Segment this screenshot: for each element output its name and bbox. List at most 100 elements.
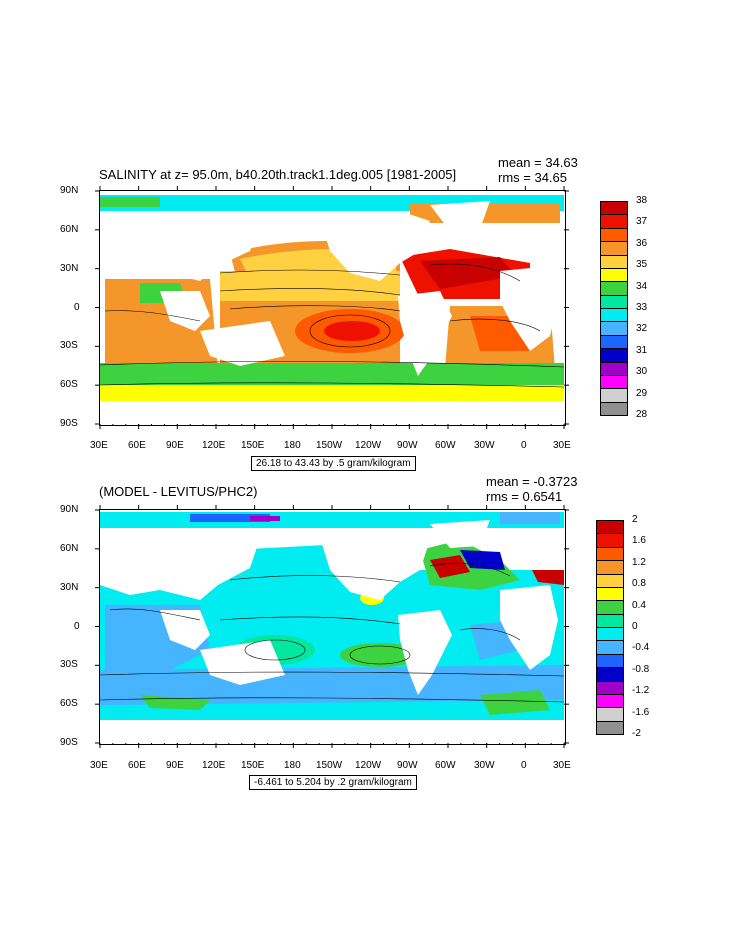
colorbar-swatch bbox=[596, 560, 624, 575]
panel2-map-frame bbox=[99, 509, 566, 745]
colorbar-swatch bbox=[596, 640, 624, 655]
colorbar-label: 37 bbox=[636, 216, 648, 228]
colorbar-swatch bbox=[596, 520, 624, 535]
panel1-map bbox=[100, 191, 564, 424]
colorbar-label: 38 bbox=[636, 195, 648, 206]
panel1-map-frame bbox=[99, 190, 566, 426]
colorbar-swatch bbox=[600, 348, 628, 363]
panel2-contour-info: -6.461 to 5.204 by .2 gram/kilogram bbox=[249, 775, 417, 790]
colorbar-label: 36 bbox=[636, 237, 648, 249]
panel2-lon-label: 120E bbox=[202, 760, 226, 771]
colorbar-swatch bbox=[596, 707, 624, 722]
colorbar-label: 29 bbox=[636, 387, 648, 399]
colorbar-swatch bbox=[600, 321, 628, 336]
panel2-lon-label: 30W bbox=[474, 760, 495, 771]
colorbar-swatch bbox=[596, 627, 624, 642]
colorbar-swatch bbox=[596, 693, 624, 709]
colorbar-label: 34 bbox=[636, 280, 648, 292]
colorbar-swatch bbox=[596, 720, 624, 735]
panel2-colorbar bbox=[596, 520, 624, 735]
colorbar-label: -1.6 bbox=[632, 706, 650, 718]
colorbar-swatch bbox=[596, 680, 624, 695]
colorbar-swatch bbox=[600, 241, 628, 256]
colorbar-swatch bbox=[600, 281, 628, 296]
panel2-colorbar-labels: 2 1.6 1.2 0.8 0.4 0 -0.4 -0.8 -1.2 -1.6 -2 bbox=[632, 514, 662, 739]
panel1-lon-label: 150E bbox=[241, 440, 265, 451]
panel1-lon-label: 30E bbox=[553, 440, 571, 451]
panel2-lon-label: 150E bbox=[241, 760, 265, 771]
colorbar-swatch bbox=[596, 573, 624, 588]
colorbar-label: 31 bbox=[636, 344, 648, 356]
panel2-lon-label: 180 bbox=[284, 760, 301, 771]
panel2-lon-label: 60W bbox=[435, 760, 456, 771]
colorbar-swatch bbox=[600, 334, 628, 350]
panel1-salinity-field bbox=[100, 191, 564, 424]
panel1-lon-label: 150W bbox=[316, 440, 343, 451]
panel2-lat-label: 90N bbox=[60, 504, 79, 515]
panel2-lat-label: 90S bbox=[60, 737, 78, 748]
colorbar-swatch bbox=[600, 267, 628, 283]
panel1-lat-label: 60S bbox=[60, 379, 78, 390]
panel2-lat-label: 60S bbox=[60, 698, 78, 709]
panel2-lon-label: 90W bbox=[397, 760, 418, 771]
colorbar-label: -0.8 bbox=[632, 663, 650, 675]
colorbar-label: -1.2 bbox=[632, 685, 650, 697]
panel2-lat-label: 0 bbox=[74, 621, 80, 632]
panel1-lon-label: 30E bbox=[90, 440, 108, 451]
panel1-title: SALINITY at z= 95.0m, b40.20th.track1.1d… bbox=[99, 167, 457, 182]
panel2-title: (MODEL - LEVITUS/PHC2) bbox=[99, 484, 258, 499]
colorbar-swatch bbox=[596, 533, 624, 548]
panel2-map bbox=[100, 510, 564, 743]
panel2-mean: mean = -0.3723 bbox=[486, 474, 578, 489]
colorbar-swatch bbox=[600, 308, 628, 323]
panel1-lon-label: 30W bbox=[474, 440, 495, 451]
panel1-lon-label: 0 bbox=[521, 440, 527, 451]
panel1-contour-info: 26.18 to 43.43 by .5 gram/kilogram bbox=[251, 456, 416, 471]
panel1-rms: rms = 34.65 bbox=[498, 170, 568, 185]
colorbar-label: 0.8 bbox=[632, 578, 646, 590]
panel2-lon-label: 90E bbox=[166, 760, 184, 771]
panel1-lat-label: 90N bbox=[60, 185, 79, 196]
panel2-lon-label: 150W bbox=[316, 760, 343, 771]
panel1-lon-label: 60W bbox=[435, 440, 456, 451]
colorbar-swatch bbox=[600, 254, 628, 269]
colorbar-swatch bbox=[596, 546, 624, 562]
panel1-lon-label: 120W bbox=[355, 440, 382, 451]
colorbar-label: -0.4 bbox=[632, 642, 650, 654]
panel1-colorbar-labels: 38 37 36 35 34 33 32 31 30 29 28 bbox=[636, 195, 666, 420]
colorbar-swatch bbox=[596, 600, 624, 615]
panel2-difference-field bbox=[100, 510, 564, 743]
colorbar-label: 32 bbox=[636, 323, 648, 335]
colorbar-swatch bbox=[596, 586, 624, 602]
colorbar-swatch bbox=[600, 201, 628, 216]
panel2-rms: rms = 0.6541 bbox=[486, 489, 563, 504]
colorbar-swatch bbox=[600, 388, 628, 403]
panel1-lon-label: 120E bbox=[202, 440, 226, 451]
panel1-lon-label: 90E bbox=[166, 440, 184, 451]
panel1-lat-label: 30S bbox=[60, 340, 78, 351]
colorbar-label: -2 bbox=[632, 728, 641, 739]
colorbar-swatch bbox=[600, 214, 628, 229]
panel1-lon-label: 180 bbox=[284, 440, 301, 451]
panel1-lat-label: 30N bbox=[60, 263, 79, 274]
panel1-lon-label: 60E bbox=[128, 440, 146, 451]
colorbar-swatch bbox=[596, 613, 624, 628]
colorbar-label: 33 bbox=[636, 302, 648, 313]
panel2-lon-label: 0 bbox=[521, 760, 527, 771]
colorbar-label: 0.4 bbox=[632, 599, 646, 611]
colorbar-swatch bbox=[596, 667, 624, 682]
colorbar-swatch bbox=[600, 361, 628, 376]
panel2-lon-label: 30E bbox=[553, 760, 571, 771]
colorbar-swatch bbox=[596, 653, 624, 669]
panel2-lon-label: 120W bbox=[355, 760, 382, 771]
colorbar-label: 1.6 bbox=[632, 535, 646, 547]
colorbar-label: 35 bbox=[636, 259, 648, 271]
panel2-lon-label: 60E bbox=[128, 760, 146, 771]
panel1-lat-label: 90S bbox=[60, 418, 78, 429]
colorbar-label: 28 bbox=[636, 409, 648, 420]
colorbar-swatch bbox=[600, 401, 628, 416]
colorbar-label: 0 bbox=[632, 621, 638, 632]
panel2-lon-label: 30E bbox=[90, 760, 108, 771]
colorbar-label: 2 bbox=[632, 514, 638, 525]
